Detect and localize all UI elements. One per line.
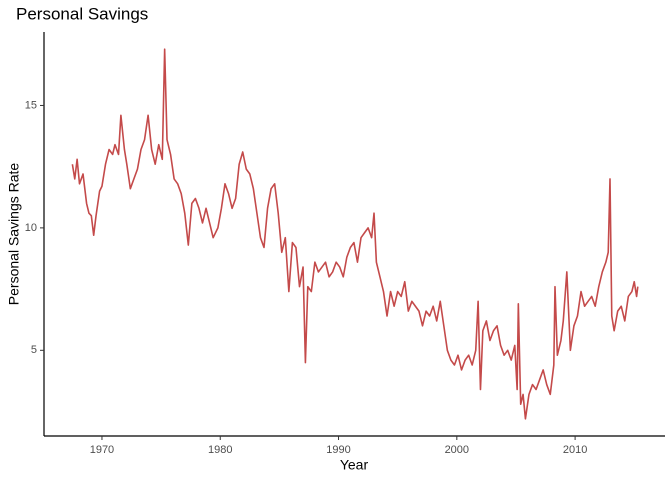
chart-title: Personal Savings xyxy=(16,4,148,23)
x-tick-label: 1980 xyxy=(208,444,232,456)
y-tick-label: 15 xyxy=(25,99,37,111)
x-tick-label: 2010 xyxy=(563,444,587,456)
x-tick-label: 1970 xyxy=(90,444,114,456)
x-tick-label: 2000 xyxy=(445,444,469,456)
y-axis-title: Personal Savings Rate xyxy=(6,163,22,306)
data-line xyxy=(71,48,639,420)
y-tick-label: 10 xyxy=(25,222,37,234)
x-tick-label: 1990 xyxy=(326,444,350,456)
y-tick-label: 5 xyxy=(31,344,37,356)
x-axis-title: Year xyxy=(340,457,369,473)
